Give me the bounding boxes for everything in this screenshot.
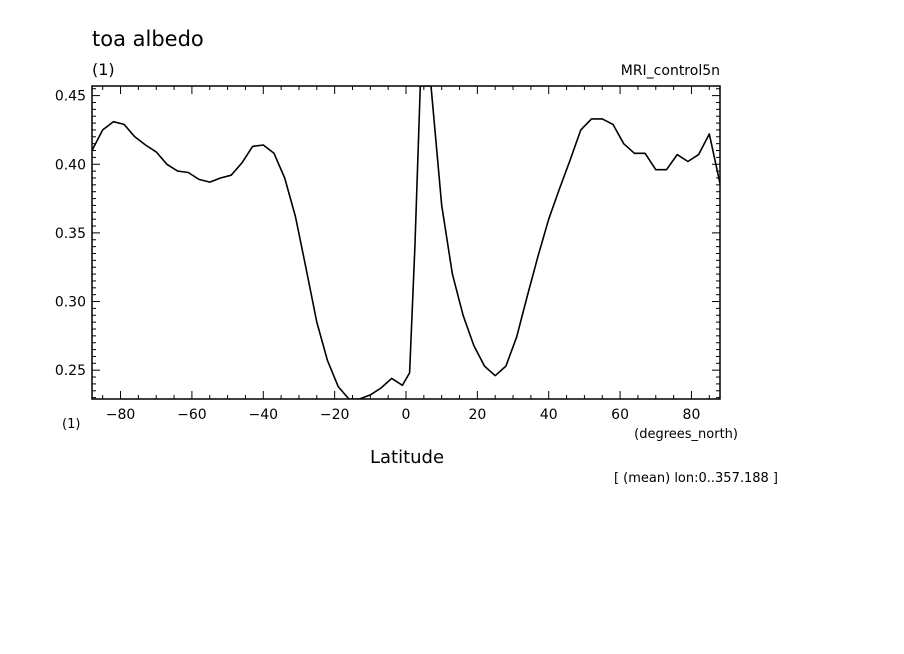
data-series: [92, 86, 720, 399]
plot-axes: [91, 85, 721, 400]
units-label: (1): [92, 60, 115, 79]
x-tick-label: −60: [177, 407, 207, 423]
x-tick-label: −40: [248, 407, 278, 423]
y-tick-label: 0.40: [55, 157, 86, 173]
x-tick-label: −20: [320, 407, 350, 423]
plot-frame: [91, 85, 721, 400]
y-axis-ticks: 0.25 0.30 0.35 0.40 0.45: [55, 88, 720, 399]
x-tick-label: −80: [106, 407, 136, 423]
x-axis-ticks: −80 −60 −40 −20 0 20 40 60 80: [102, 86, 710, 423]
x-tick-label: 60: [611, 407, 629, 423]
mean-note: [ (mean) lon:0..357.188 ]: [614, 471, 778, 486]
x-tick-label: 20: [468, 407, 486, 423]
x-axis-units: (degrees_north): [634, 427, 738, 442]
dataset-label: MRI_control5n: [621, 63, 720, 79]
y-axis-bottom-label: (1): [62, 417, 80, 432]
y-tick-label: 0.45: [55, 89, 86, 105]
y-tick-label: 0.30: [55, 295, 86, 311]
x-tick-label: 80: [683, 407, 701, 423]
y-tick-label: 0.35: [55, 226, 86, 242]
x-tick-label: 40: [540, 407, 558, 423]
y-tick-label: 0.25: [55, 363, 86, 379]
x-axis-label: Latitude: [370, 447, 444, 468]
series-line: [92, 86, 720, 399]
chart-title: toa albedo: [92, 27, 204, 51]
x-tick-label: 0: [402, 407, 411, 423]
